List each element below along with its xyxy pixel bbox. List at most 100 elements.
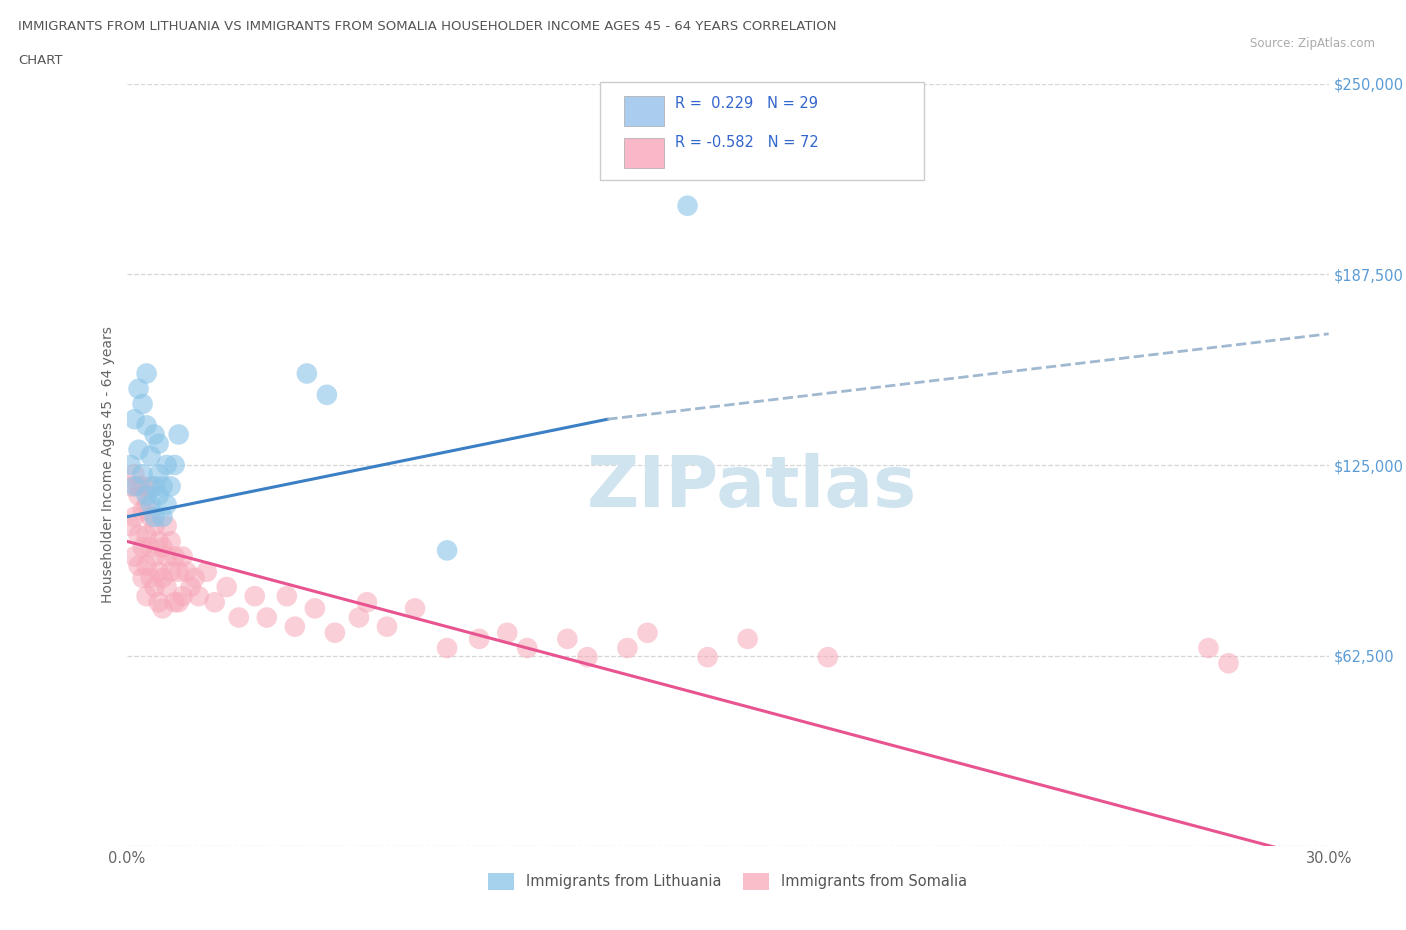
Text: R = -0.582   N = 72: R = -0.582 N = 72 — [675, 135, 818, 151]
Point — [135, 366, 157, 381]
Point — [143, 519, 166, 534]
Point — [148, 467, 170, 482]
Point — [304, 601, 326, 616]
Point — [139, 510, 162, 525]
Point — [323, 625, 346, 640]
Point — [636, 625, 658, 640]
Point — [120, 458, 142, 472]
Point — [155, 579, 177, 594]
Point — [436, 543, 458, 558]
Point — [1218, 656, 1240, 671]
Point — [152, 540, 174, 555]
Point — [152, 570, 174, 585]
Point — [159, 479, 181, 494]
Point — [616, 641, 638, 656]
Point — [120, 519, 142, 534]
Y-axis label: Householder Income Ages 45 - 64 years: Householder Income Ages 45 - 64 years — [101, 326, 115, 604]
Point — [128, 381, 150, 396]
Point — [143, 549, 166, 564]
Point — [737, 631, 759, 646]
Point — [139, 479, 162, 494]
Point — [139, 448, 162, 463]
Point — [135, 498, 157, 512]
Point — [172, 589, 194, 604]
Point — [148, 595, 170, 610]
Point — [148, 534, 170, 549]
Point — [135, 589, 157, 604]
Point — [195, 565, 218, 579]
Point — [163, 458, 186, 472]
Point — [128, 488, 150, 503]
Point — [143, 510, 166, 525]
Point — [131, 570, 153, 585]
Point — [356, 595, 378, 610]
Point — [436, 641, 458, 656]
Point — [124, 479, 146, 494]
Point — [131, 479, 153, 494]
Point — [817, 650, 839, 665]
Point — [676, 198, 699, 213]
Point — [159, 565, 181, 579]
Point — [256, 610, 278, 625]
Point — [135, 488, 157, 503]
Point — [139, 570, 162, 585]
Point — [172, 549, 194, 564]
Point — [163, 595, 186, 610]
Point — [148, 436, 170, 451]
Point — [131, 467, 153, 482]
Point — [468, 631, 491, 646]
Point — [135, 527, 157, 542]
Text: IMMIGRANTS FROM LITHUANIA VS IMMIGRANTS FROM SOMALIA HOUSEHOLDER INCOME AGES 45 : IMMIGRANTS FROM LITHUANIA VS IMMIGRANTS … — [18, 20, 837, 33]
Point — [180, 579, 202, 594]
Point — [131, 540, 153, 555]
Point — [204, 595, 226, 610]
Point — [139, 540, 162, 555]
Point — [152, 601, 174, 616]
Point — [128, 443, 150, 458]
Point — [143, 579, 166, 594]
Point — [120, 479, 142, 494]
Point — [516, 641, 538, 656]
Point — [228, 610, 250, 625]
Point — [696, 650, 718, 665]
Point — [135, 558, 157, 573]
Point — [295, 366, 318, 381]
Point — [143, 479, 166, 494]
Point — [167, 427, 190, 442]
Point — [152, 510, 174, 525]
Point — [143, 427, 166, 442]
Point — [124, 467, 146, 482]
Point — [131, 396, 153, 411]
Point — [187, 589, 209, 604]
Point — [215, 579, 238, 594]
Point — [155, 498, 177, 512]
Point — [375, 619, 398, 634]
Point — [243, 589, 266, 604]
Point — [152, 479, 174, 494]
Point — [347, 610, 370, 625]
Point — [167, 565, 190, 579]
Point — [496, 625, 519, 640]
Point — [155, 458, 177, 472]
Point — [128, 479, 150, 494]
Point — [124, 549, 146, 564]
Point — [128, 558, 150, 573]
Point — [135, 418, 157, 432]
Point — [557, 631, 579, 646]
Point — [139, 498, 162, 512]
Point — [276, 589, 298, 604]
Point — [148, 488, 170, 503]
Point — [576, 650, 599, 665]
Point — [155, 549, 177, 564]
Point — [128, 527, 150, 542]
Text: Source: ZipAtlas.com: Source: ZipAtlas.com — [1250, 37, 1375, 50]
Point — [163, 549, 186, 564]
Point — [159, 534, 181, 549]
Point — [124, 510, 146, 525]
Point — [131, 503, 153, 518]
Point — [176, 565, 198, 579]
Point — [167, 595, 190, 610]
Point — [155, 519, 177, 534]
Point — [404, 601, 426, 616]
Point — [124, 412, 146, 427]
